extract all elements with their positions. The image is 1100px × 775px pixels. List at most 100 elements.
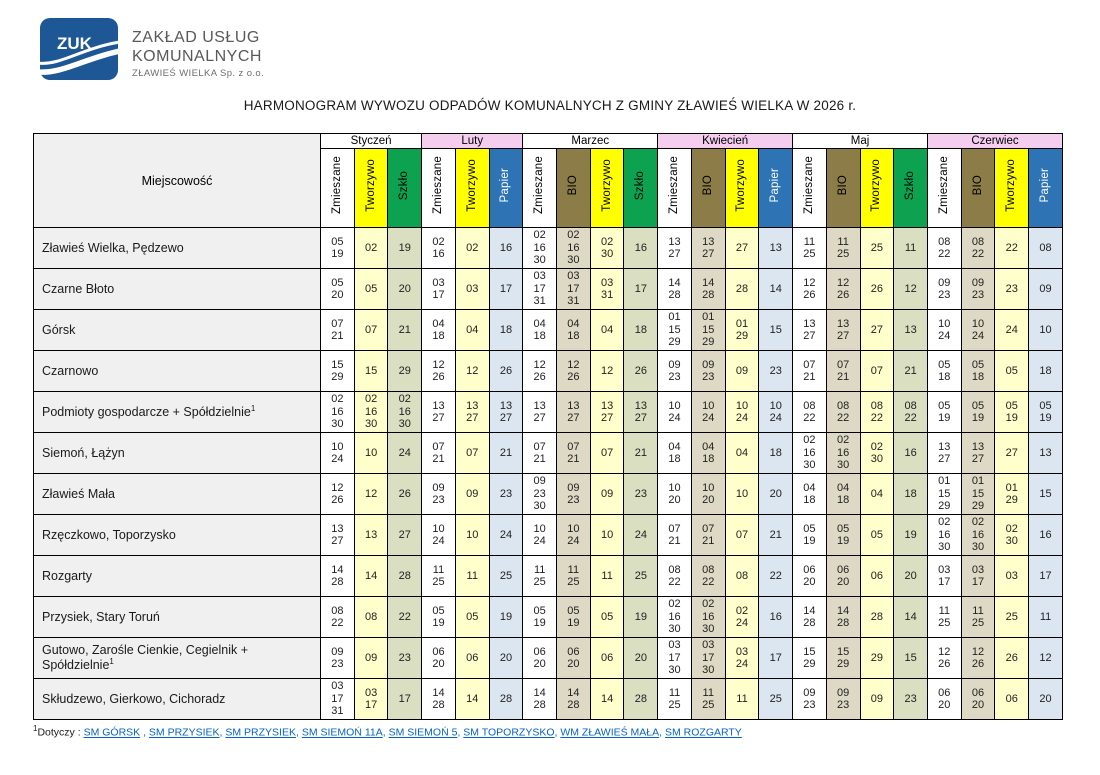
schedule-cell: 02 16 30 bbox=[657, 596, 692, 638]
schedule-cell: 09 bbox=[724, 350, 760, 392]
table-row: Gutowo, Zarośle Cienkie, Cegielnik + Spó… bbox=[33, 637, 1063, 679]
schedule-table: Miejscowość Styczeń Luty Marzec Kwiecień Maj C… bbox=[33, 133, 1064, 720]
waste-type-header: Papier bbox=[488, 148, 524, 228]
schedule-cell: 05 19 bbox=[1028, 391, 1063, 433]
schedule-cell: 14 28 bbox=[792, 596, 827, 638]
schedule-cell: 06 20 bbox=[421, 637, 456, 679]
schedule-cell: 03 17 bbox=[353, 678, 389, 720]
locality-cell: Górsk bbox=[33, 309, 321, 351]
footnote-link[interactable]: SM SIEMOŃ 5 bbox=[388, 726, 458, 739]
schedule-cell: 14 28 bbox=[690, 268, 726, 310]
schedule-cell: 06 bbox=[454, 637, 490, 679]
waste-type-label: Zmieszane bbox=[432, 156, 445, 215]
schedule-cell: 06 20 bbox=[926, 678, 962, 720]
schedule-cell: 12 bbox=[353, 473, 389, 515]
schedule-cell: 24 bbox=[623, 514, 659, 556]
schedule-cell: 10 24 bbox=[724, 391, 760, 433]
schedule-cell: 09 23 bbox=[960, 268, 996, 310]
schedule-cell: 13 27 bbox=[556, 391, 591, 433]
schedule-cell: 08 22 bbox=[960, 227, 996, 269]
waste-type-header: Tworzywo bbox=[589, 148, 625, 228]
schedule-cell: 24 bbox=[387, 432, 423, 474]
schedule-cell: 11 bbox=[454, 555, 490, 597]
table-row: Czarnowo 15 29 15 29 12 26 12 26 12 26 12 26 12 26… bbox=[33, 350, 1063, 392]
schedule-cell: 20 bbox=[758, 473, 794, 515]
schedule-cell: 14 bbox=[353, 555, 389, 597]
schedule-cell: 13 27 bbox=[589, 391, 625, 433]
schedule-cell: 21 bbox=[387, 309, 423, 351]
waste-type-label: BIO bbox=[566, 175, 579, 196]
logo-wave-icon bbox=[40, 48, 118, 75]
footnote-link[interactable]: SM GÓRSK bbox=[83, 726, 141, 739]
schedule-cell: 23 bbox=[623, 473, 659, 515]
schedule-cell: 05 19 bbox=[825, 514, 861, 556]
schedule-cell: 04 18 bbox=[522, 309, 558, 351]
schedule-cell: 09 bbox=[589, 473, 625, 515]
waste-type-header: Szkło bbox=[893, 148, 928, 228]
month-header: Maj bbox=[792, 133, 928, 149]
schedule-cell: 15 29 bbox=[825, 637, 861, 679]
footnote-separator: , bbox=[457, 726, 464, 739]
schedule-cell: 11 bbox=[724, 678, 760, 720]
logo-badge-text: ZUK bbox=[57, 34, 93, 53]
schedule-cell: 05 18 bbox=[926, 350, 962, 392]
schedule-cell: 07 21 bbox=[657, 514, 692, 556]
footnote-link[interactable]: SM ROZGARTY bbox=[665, 726, 742, 739]
schedule-cell: 02 24 bbox=[724, 596, 760, 638]
schedule-cell: 12 26 bbox=[825, 268, 861, 310]
schedule-cell: 06 20 bbox=[522, 637, 558, 679]
schedule-cell: 02 16 30 bbox=[960, 514, 996, 556]
footnote-link[interactable]: SM SIEMOŃ 11A bbox=[301, 726, 383, 739]
schedule-cell: 03 17 30 bbox=[657, 637, 692, 679]
schedule-cell: 21 bbox=[488, 432, 524, 474]
footnote-links: SM GÓRSK , SM PRZYSIEK, SM PRZYSIEK, SM … bbox=[84, 727, 742, 739]
company-name-line2: KOMUNALNYCH bbox=[132, 48, 262, 65]
locality-name: Rozgarty bbox=[42, 569, 93, 584]
locality-name: Czarnowo bbox=[42, 364, 99, 379]
schedule-cell: 12 26 bbox=[522, 350, 558, 392]
waste-type-header: Zmieszane bbox=[926, 148, 962, 228]
schedule-cell: 23 bbox=[488, 473, 524, 515]
schedule-cell: 09 23 bbox=[690, 350, 726, 392]
schedule-cell: 07 21 bbox=[825, 350, 861, 392]
schedule-cell: 13 bbox=[758, 227, 794, 269]
schedule-cell: 09 bbox=[353, 637, 389, 679]
schedule-cell: 02 16 30 bbox=[353, 391, 389, 433]
schedule-cell: 22 bbox=[387, 596, 423, 638]
schedule-cell: 10 24 bbox=[657, 391, 692, 433]
waste-type-label: Szkło bbox=[904, 170, 917, 201]
table-row: Zławieś Mała 12 26 12 26 09 23 09 23 09 23 30 09… bbox=[33, 473, 1063, 515]
schedule-cell: 15 bbox=[758, 309, 794, 351]
schedule-cell: 17 bbox=[1028, 555, 1063, 597]
schedule-cell: 07 21 bbox=[690, 514, 726, 556]
schedule-cell: 13 bbox=[893, 309, 928, 351]
waste-type-label: BIO bbox=[701, 175, 714, 196]
footnote-link[interactable]: SM PRZYSIEK bbox=[148, 726, 220, 739]
schedule-cell: 12 26 bbox=[320, 473, 355, 515]
waste-type-header: Tworzywo bbox=[353, 148, 389, 228]
schedule-cell: 29 bbox=[859, 637, 895, 679]
schedule-cell: 03 17 31 bbox=[522, 268, 558, 310]
table-row: Górsk 07 21 07 21 04 18 04 18 04 18 04 18 04 18 01 … bbox=[33, 309, 1063, 351]
schedule-cell: 11 25 bbox=[926, 596, 962, 638]
schedule-cell: 28 bbox=[724, 268, 760, 310]
footnote-link[interactable]: SM PRZYSIEK bbox=[225, 726, 296, 739]
waste-type-label: Tworzywo bbox=[735, 159, 748, 212]
waste-type-header: Zmieszane bbox=[320, 148, 355, 228]
schedule-cell: 13 27 bbox=[825, 309, 861, 351]
waste-type-label: Tworzywo bbox=[600, 159, 613, 212]
schedule-cell: 06 bbox=[994, 678, 1030, 720]
schedule-cell: 12 26 bbox=[421, 350, 456, 392]
schedule-cell: 07 21 bbox=[320, 309, 355, 351]
footnote-link[interactable]: WM ZŁAWIEŚ MAŁA bbox=[560, 726, 660, 739]
schedule-cell: 10 bbox=[454, 514, 490, 556]
footnote-link[interactable]: SM TOPORZYSKO bbox=[463, 726, 555, 739]
schedule-cell: 20 bbox=[623, 637, 659, 679]
waste-type-label: Zmieszane bbox=[668, 156, 681, 215]
locality-name: Gutowo, Zarośle Cienkie, Cegielnik + Spó… bbox=[42, 643, 248, 673]
schedule-cell: 13 bbox=[1028, 432, 1063, 474]
schedule-cell: 05 bbox=[859, 514, 895, 556]
waste-type-label: BIO bbox=[971, 175, 984, 196]
month-header: Kwiecień bbox=[657, 133, 794, 149]
schedule-cell: 05 19 bbox=[960, 391, 996, 433]
